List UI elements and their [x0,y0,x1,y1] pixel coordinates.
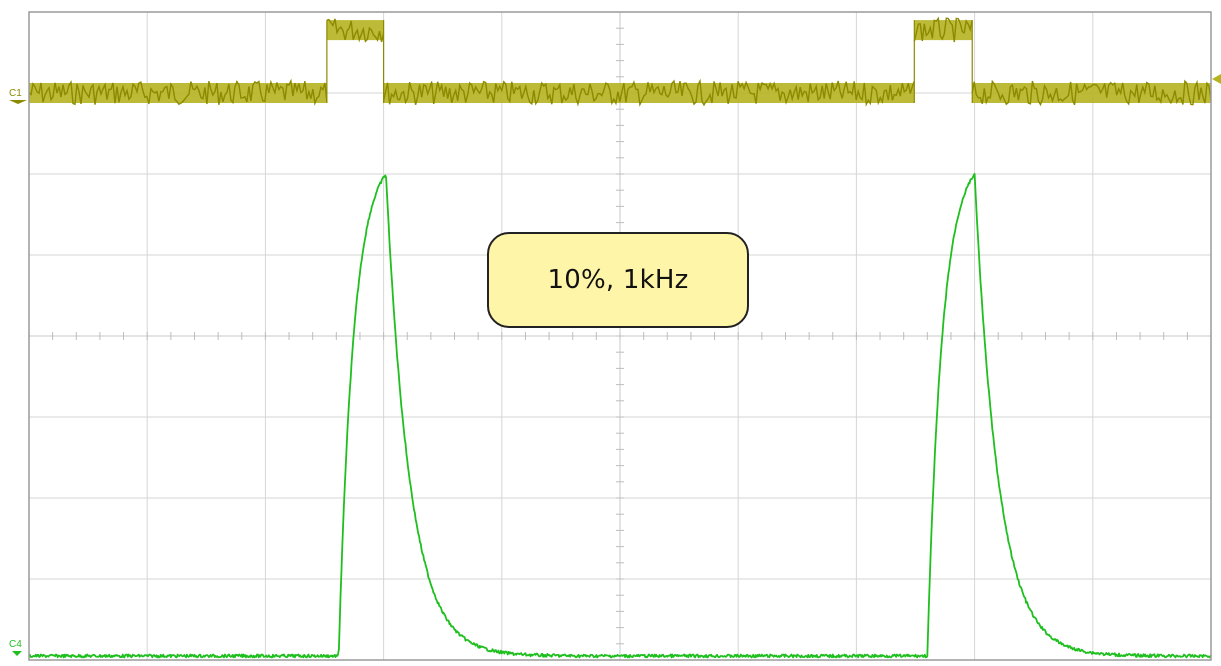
channel-1-trace [326,18,385,43]
channel-4-trace [28,173,1212,659]
channel-label-c1: C1 [9,88,22,99]
channel-1-trace [28,78,328,107]
channel-4-marker [12,651,22,656]
waveform-traces [28,16,1212,659]
channel-1-marker [9,100,27,104]
channel-1-noise-band [29,83,327,103]
plot-frame [28,11,1212,661]
annotation-text: 10%, 1kHz [547,265,689,295]
annotation-callout: 10%, 1kHz [487,232,749,328]
channel-1-trace [971,79,1212,107]
channel-label-c4: C4 [9,639,22,650]
channel-1-noise-band [326,20,384,41]
channel-1-trace [913,16,973,43]
channel-1-noise-band [914,20,973,41]
trigger-level-marker [1212,74,1221,84]
channel-1-trace [382,78,915,107]
